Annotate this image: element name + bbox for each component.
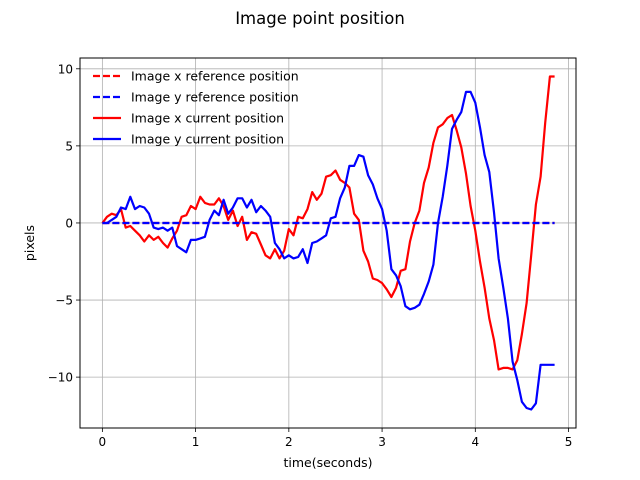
series-line-4 [102,90,555,411]
x-tick-label: 5 [565,435,573,449]
x-tick-label: 0 [99,435,107,449]
plot-area-frame [79,57,577,429]
y-tick-label: −10 [48,371,73,385]
y-tick-label: 5 [65,139,73,153]
y-tick-label: −5 [55,294,73,308]
legend-label-4: Image y current position [131,132,284,147]
series-line-3 [101,75,555,371]
legend: Image x reference position Image y refere… [93,69,299,147]
y-tick-label: 10 [58,62,73,76]
x-tick-label: 4 [471,435,479,449]
y-axis-label: pixels [22,225,37,261]
x-tick-label: 1 [192,435,200,449]
axis-ticks: 0 1 2 3 4 5 −10 −5 0 5 10 [48,62,573,449]
series-lines [101,75,555,411]
x-tick-label: 3 [378,435,386,449]
legend-label-2: Image y reference position [131,90,299,105]
x-axis-label: time(seconds) [283,455,372,470]
chart-title: Image point position [235,9,405,28]
x-tick-label: 2 [285,435,293,449]
legend-label-3: Image x current position [131,111,284,126]
legend-label-1: Image x reference position [131,69,299,84]
y-tick-label: 0 [65,216,73,230]
